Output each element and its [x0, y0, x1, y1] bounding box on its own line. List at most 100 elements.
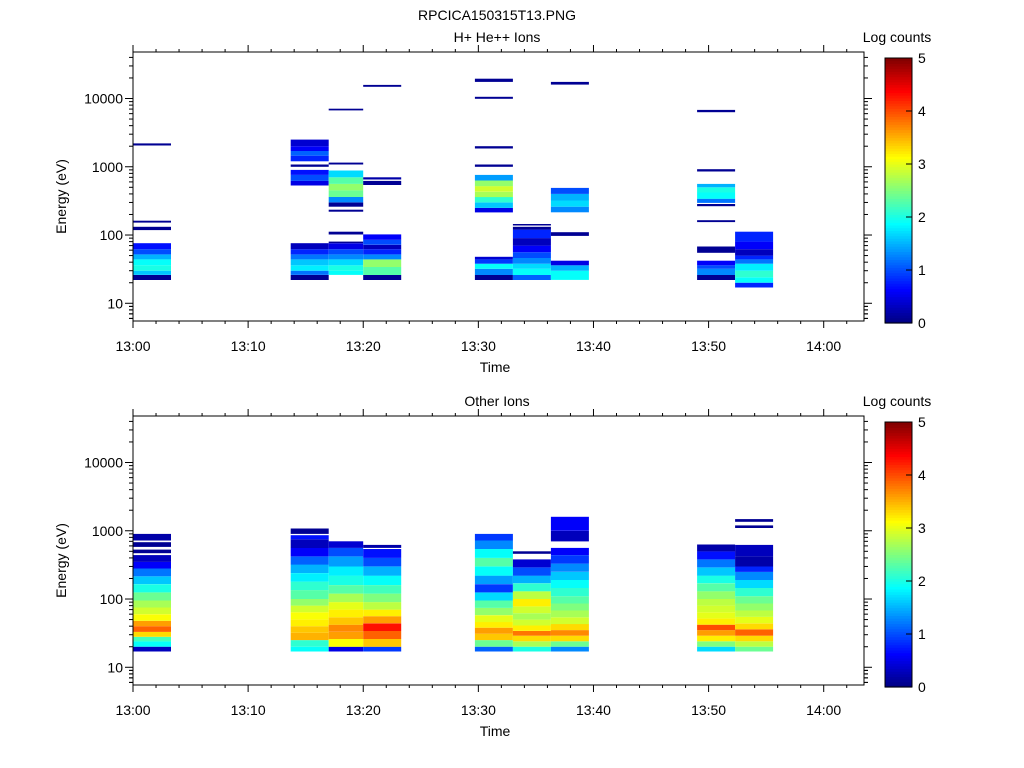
colorbar-swatch	[885, 596, 912, 601]
spectrogram-bin	[290, 626, 329, 633]
colorbar-tick-label: 3	[918, 156, 926, 172]
y-tick-label: 1000	[92, 523, 123, 539]
colorbar-swatch	[885, 312, 912, 316]
colorbar-swatch	[885, 169, 912, 173]
colorbar-swatch	[885, 634, 912, 638]
spectrogram-bin	[735, 259, 774, 264]
spectrogram-bin	[363, 254, 402, 260]
colorbar-swatch	[885, 108, 912, 112]
colorbar-swatch	[885, 459, 912, 463]
spectrogram-bin	[290, 180, 329, 186]
colorbar-swatch	[885, 628, 912, 632]
spectrogram-bins	[133, 516, 774, 652]
colorbar-swatch	[885, 301, 912, 306]
colorbar-swatch	[885, 222, 912, 226]
spectrogram-bin	[363, 585, 402, 594]
spectrogram-bin	[697, 624, 736, 631]
colorbar-swatch	[885, 92, 912, 96]
colorbar-swatch	[885, 623, 912, 627]
spectrogram-bin	[474, 268, 513, 275]
colorbar-swatch	[885, 307, 912, 311]
colorbar-swatch	[885, 676, 912, 680]
spectrogram-bin	[328, 259, 364, 266]
colorbar-swatch	[885, 248, 912, 253]
spectrogram-bin	[474, 600, 513, 608]
spectrogram-bin	[512, 641, 551, 647]
spectrogram-bin	[133, 549, 171, 554]
colorbar-swatch	[885, 575, 912, 579]
spectrogram-bin	[290, 265, 329, 271]
spectrogram-bin	[290, 640, 329, 647]
colorbar-swatch	[885, 198, 912, 202]
colorbar-swatch	[885, 477, 912, 481]
spectrogram-bin	[133, 243, 171, 250]
spectrogram-bin	[133, 576, 171, 585]
spectrogram-bin	[697, 268, 736, 275]
spectrogram-bin	[550, 588, 589, 597]
spectrogram-bin	[697, 641, 736, 647]
spectrogram-bin	[133, 646, 171, 652]
spectrogram-bin	[697, 575, 736, 584]
colorbar-swatch	[885, 498, 912, 503]
spectrogram-bin	[474, 164, 513, 167]
colorbar-swatch	[885, 599, 912, 603]
spectrogram-bin	[512, 245, 551, 253]
colorbar-swatch	[885, 448, 912, 452]
colorbar-swatch	[885, 453, 912, 458]
colorbar-tick-label: 5	[918, 50, 926, 66]
colorbar-swatch	[885, 525, 912, 529]
colorbar-swatch	[885, 206, 912, 210]
spectrogram-bin	[290, 619, 329, 627]
colorbar-swatch	[885, 461, 912, 465]
spectrogram-bin	[512, 613, 551, 620]
y-tick-label: 10000	[84, 455, 123, 471]
spectrogram-bin	[133, 220, 171, 223]
colorbar-swatch	[885, 116, 912, 120]
y-tick-label: 10	[107, 659, 123, 675]
spectrogram-bin	[512, 263, 551, 269]
spectrogram-bin	[363, 259, 402, 267]
colorbar-frame	[884, 421, 913, 688]
spectrogram-bin	[328, 593, 364, 603]
spectrogram-bin	[512, 591, 551, 599]
spectrogram-bin	[290, 539, 329, 548]
colorbar-swatch	[885, 275, 912, 279]
spectrogram-bin	[328, 602, 364, 610]
spectrogram-bin	[474, 615, 513, 623]
colorbar-swatch	[885, 517, 912, 521]
colorbar-swatch	[885, 267, 912, 271]
spectrogram-bin	[328, 631, 364, 639]
spectrogram-bin	[512, 567, 551, 576]
spectrogram-bin	[290, 249, 329, 255]
colorbar-swatch	[885, 296, 912, 300]
spectrogram-bin	[328, 566, 364, 576]
colorbar-swatch	[885, 528, 912, 532]
colorbar-swatch	[885, 129, 912, 133]
colorbar-swatch	[885, 164, 912, 168]
colorbar-swatch	[885, 652, 912, 656]
colorbar-swatch	[885, 259, 912, 263]
colorbar-swatch	[885, 203, 912, 207]
spectrogram-bin	[133, 626, 171, 632]
spectrogram-bin	[133, 614, 171, 621]
spectrogram-bin	[697, 612, 736, 619]
colorbar-swatch	[885, 185, 912, 189]
spectrogram-bin	[550, 580, 589, 588]
colorbar-swatch	[885, 427, 912, 431]
colorbar-tick-label: 0	[918, 315, 926, 331]
colorbar-tick-label: 0	[918, 679, 926, 695]
spectrogram-bin	[474, 549, 513, 558]
spectrogram-bin	[363, 616, 402, 624]
spectrogram-bin	[290, 254, 329, 260]
colorbar-swatch	[885, 591, 912, 595]
spectrogram-bin	[133, 592, 171, 601]
colorbar-swatch	[885, 546, 912, 550]
spectrogram-bin	[512, 646, 551, 652]
colorbar-swatch	[885, 562, 912, 566]
colorbar-swatch	[885, 95, 912, 99]
x-tick-label: 13:50	[691, 338, 726, 354]
spectrogram-bin	[328, 265, 364, 271]
spectrogram-bin	[363, 623, 402, 631]
